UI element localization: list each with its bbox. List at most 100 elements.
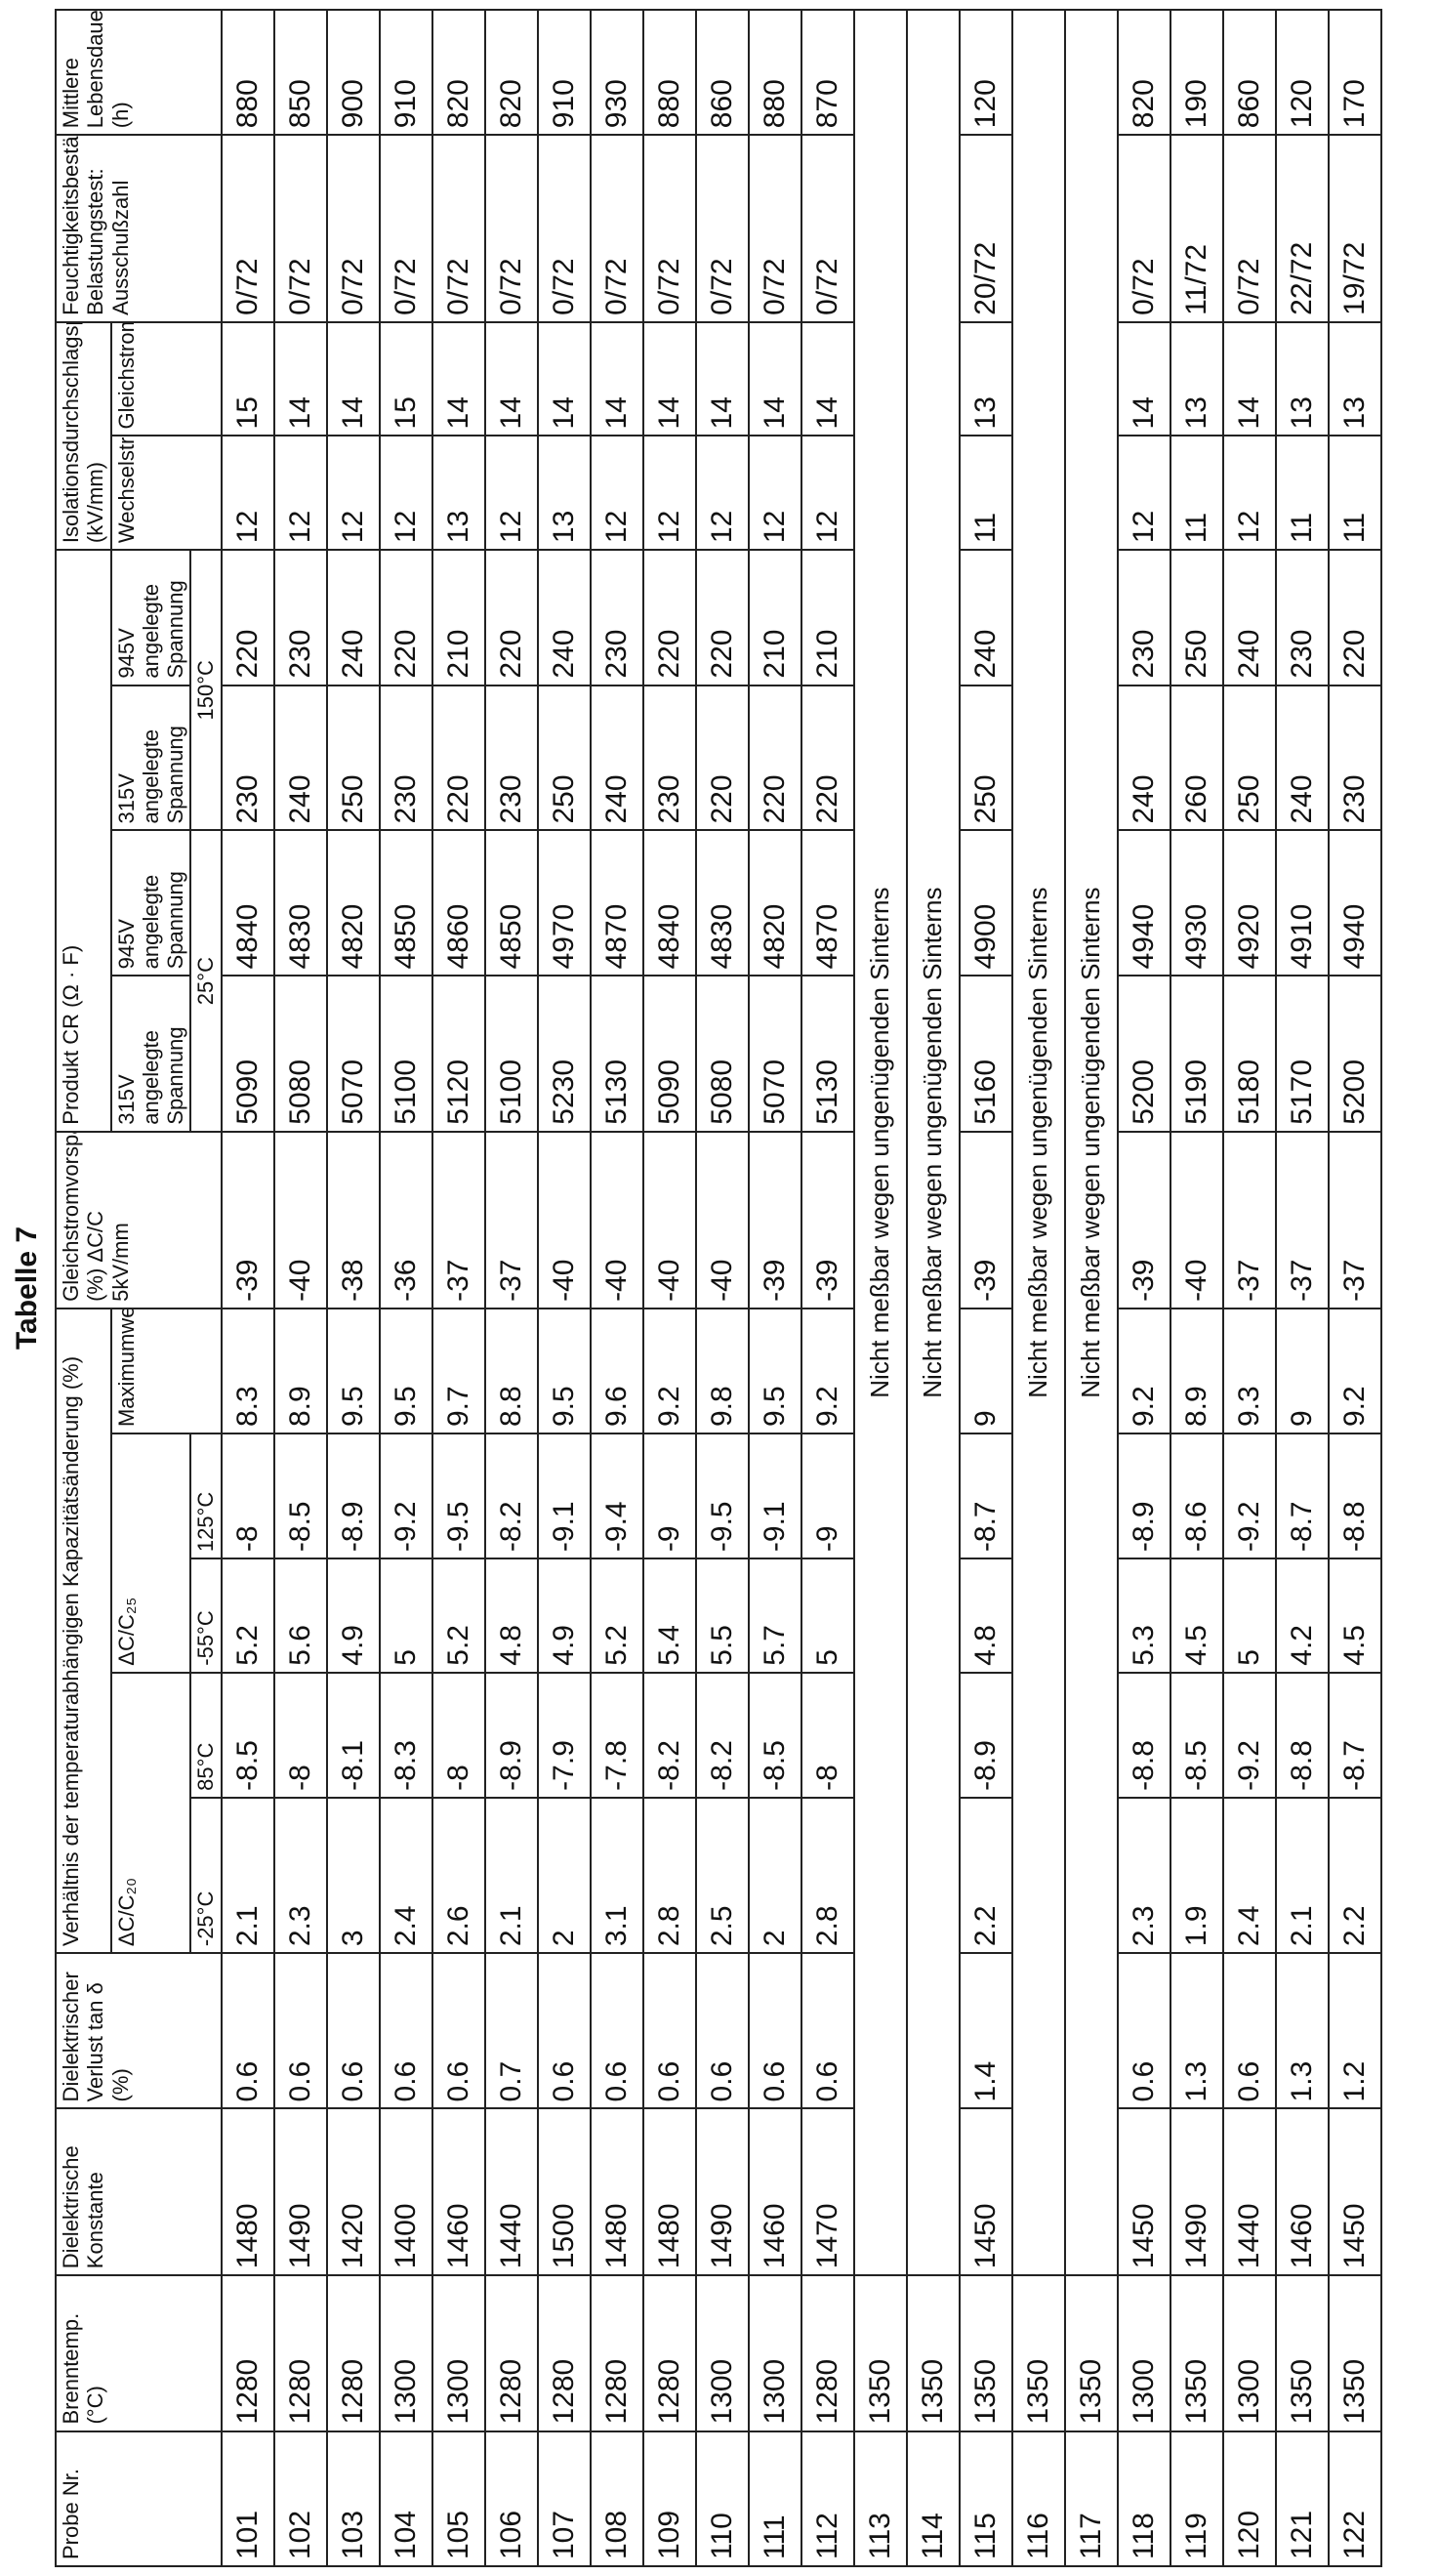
- table-cell: 1280: [538, 2275, 591, 2431]
- table-cell: 9: [1276, 1309, 1329, 1433]
- data-row: 106128014400.72.1-8.94.8-8.28.8-37510048…: [485, 10, 538, 2566]
- table-cell: 12: [801, 436, 854, 550]
- table-cell: 5.2: [222, 1558, 274, 1673]
- table-cell: 4830: [274, 831, 327, 976]
- table-cell: -8.5: [274, 1433, 327, 1558]
- table-cell: 1350: [1012, 2275, 1065, 2431]
- table-cell: 9.8: [696, 1309, 749, 1433]
- table-cell: 5130: [801, 976, 854, 1131]
- table-cell: 5100: [380, 976, 432, 1131]
- table-cell: 13: [960, 322, 1012, 436]
- table-cell: -40: [1170, 1132, 1223, 1309]
- table-cell: -8.2: [485, 1433, 538, 1558]
- table-cell: 0/72: [538, 135, 591, 322]
- table-cell: 120: [1276, 10, 1329, 135]
- table-cell: 860: [696, 10, 749, 135]
- table-cell: 1300: [1223, 2275, 1276, 2431]
- data-row: 1171350Nicht meßbar wegen ungenügenden S…: [1065, 10, 1118, 2566]
- table-cell: -8.7: [960, 1433, 1012, 1558]
- table-cell: -40: [538, 1132, 591, 1309]
- table-cell: 1300: [380, 2275, 432, 2431]
- table-cell: 2.8: [801, 1798, 854, 1953]
- header-cell: 945V angelegte Spannung: [111, 550, 191, 686]
- table-cell: 22/72: [1276, 135, 1329, 322]
- data-row: 102128014900.62.3-85.6-8.58.9-4050804830…: [274, 10, 327, 2566]
- table-cell: 0/72: [643, 135, 696, 322]
- data-row: 105130014600.62.6-85.2-9.59.7-3751204860…: [432, 10, 485, 2566]
- table-title: Tabelle 7: [0, 0, 55, 2576]
- header-cell: Mittlere Lebensdauer (h): [56, 10, 222, 135]
- table-cell: 4970: [538, 831, 591, 976]
- table-cell: 9.2: [643, 1309, 696, 1433]
- table-cell: 1350: [1065, 2275, 1118, 2431]
- table-cell: 13: [538, 436, 591, 550]
- table-cell: 820: [432, 10, 485, 135]
- table-cell: 240: [327, 550, 380, 686]
- table-cell: 2.1: [222, 1798, 274, 1953]
- table-cell: 2.6: [432, 1798, 485, 1953]
- table-cell: 4.8: [960, 1558, 1012, 1673]
- header-cell: Feuchtigkeitsbeständigkeits-Belastungste…: [56, 135, 222, 322]
- table-cell: 240: [1276, 686, 1329, 831]
- table-cell: 0.6: [1223, 1953, 1276, 2108]
- table-cell: -8: [432, 1673, 485, 1798]
- data-row: 119135014901.31.9-8.54.5-8.68.9-40519049…: [1170, 10, 1223, 2566]
- header-cell: 315V angelegte Spannung: [111, 686, 191, 831]
- table-cell: -9.4: [591, 1433, 643, 1558]
- header-cell: Wechselstrom: [111, 436, 222, 550]
- table-cell: 11: [1276, 436, 1329, 550]
- table-cell: 117: [1065, 2431, 1118, 2566]
- table-cell: -39: [1118, 1132, 1170, 1309]
- table-cell: 820: [485, 10, 538, 135]
- table-cell: 105: [432, 2431, 485, 2566]
- table-cell: 1280: [643, 2275, 696, 2431]
- table-cell: 0.6: [380, 1953, 432, 2108]
- table-cell: 8.9: [1170, 1309, 1223, 1433]
- table-cell: 5160: [960, 976, 1012, 1131]
- data-row: 112128014700.62.8-85-99.2-39513048702202…: [801, 10, 854, 2566]
- table-cell: 2: [538, 1798, 591, 1953]
- note-cell: Nicht meßbar wegen ungenügenden Sinterns: [907, 10, 960, 2275]
- table-cell: 850: [274, 10, 327, 135]
- table-cell: 1.3: [1170, 1953, 1223, 2108]
- table-cell: -9: [643, 1433, 696, 1558]
- table-cell: -8.9: [1118, 1433, 1170, 1558]
- table-cell: 14: [696, 322, 749, 436]
- header-cell: Dielektrische Konstante: [56, 2108, 222, 2275]
- table-cell: 220: [696, 686, 749, 831]
- table-cell: 103: [327, 2431, 380, 2566]
- data-row: 115135014501.42.2-8.94.8-8.79-3951604900…: [960, 10, 1012, 2566]
- table-cell: -38: [327, 1132, 380, 1309]
- table-cell: 11: [1170, 436, 1223, 550]
- table-cell: 112: [801, 2431, 854, 2566]
- table-cell: 0.6: [643, 1953, 696, 2108]
- data-row: 107128015000.62-7.94.9-9.19.5-4052304970…: [538, 10, 591, 2566]
- table-cell: 3: [327, 1798, 380, 1953]
- table-cell: 190: [1170, 10, 1223, 135]
- table-cell: 1350: [1276, 2275, 1329, 2431]
- table-cell: 4840: [643, 831, 696, 976]
- table-cell: 0/72: [432, 135, 485, 322]
- table-body: 101128014800.62.1-8.55.2-88.3-3950904840…: [222, 10, 1381, 2566]
- table-cell: 1280: [801, 2275, 854, 2431]
- table-cell: 250: [327, 686, 380, 831]
- table-cell: 0/72: [380, 135, 432, 322]
- table-cell: -8.8: [1329, 1433, 1381, 1558]
- table-cell: -7.8: [591, 1673, 643, 1798]
- table-cell: 250: [1223, 686, 1276, 831]
- table-cell: 12: [643, 436, 696, 550]
- table-cell: 1400: [380, 2108, 432, 2275]
- table-cell: -9.1: [538, 1433, 591, 1558]
- table-cell: 1480: [222, 2108, 274, 2275]
- table-cell: 2.3: [1118, 1798, 1170, 1953]
- header-cell: Produkt CR (Ω · F): [56, 550, 111, 1132]
- table-cell: 4.2: [1276, 1558, 1329, 1673]
- header-cell: 150°C: [190, 550, 221, 830]
- table-cell: 1450: [960, 2108, 1012, 2275]
- table-cell: -8: [801, 1673, 854, 1798]
- data-row: 1161350Nicht meßbar wegen ungenügenden S…: [1012, 10, 1065, 2566]
- data-row: 121135014601.32.1-8.84.2-8.79-3751704910…: [1276, 10, 1329, 2566]
- table-cell: 12: [591, 436, 643, 550]
- table-cell: 1300: [749, 2275, 801, 2431]
- table-cell: -8.1: [327, 1673, 380, 1798]
